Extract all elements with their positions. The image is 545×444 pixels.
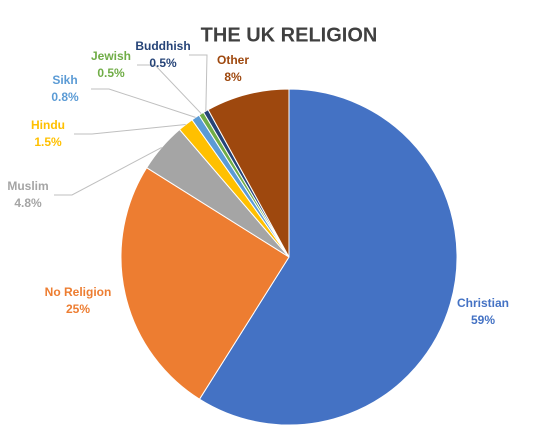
value-label: 59% (471, 313, 495, 327)
chart-title: THE UK RELIGION (201, 24, 378, 46)
value-label: 4.8% (14, 196, 42, 210)
pie-slice (198, 88, 458, 426)
category-label: Other (217, 53, 249, 67)
value-label: 1.5% (34, 135, 62, 149)
category-label: No Religion (45, 285, 112, 299)
value-label: 8% (224, 70, 242, 84)
value-label: 0.5% (149, 56, 177, 70)
value-label: 25% (66, 302, 90, 316)
category-label: Sikh (52, 73, 77, 87)
leader-line (137, 64, 202, 115)
leader-line (54, 146, 162, 196)
category-label: Christian (457, 296, 509, 310)
value-label: 0.8% (51, 90, 79, 104)
category-label: Muslim (7, 179, 48, 193)
category-label: Buddhish (135, 39, 190, 53)
category-label: Hindu (31, 118, 65, 132)
pie-slice (120, 167, 290, 400)
category-label: Jewish (91, 49, 131, 63)
leader-line (91, 88, 196, 118)
value-label: 0.5% (97, 66, 125, 80)
leader-line (74, 124, 186, 135)
pie-slice (207, 88, 290, 258)
leader-line (189, 54, 208, 112)
